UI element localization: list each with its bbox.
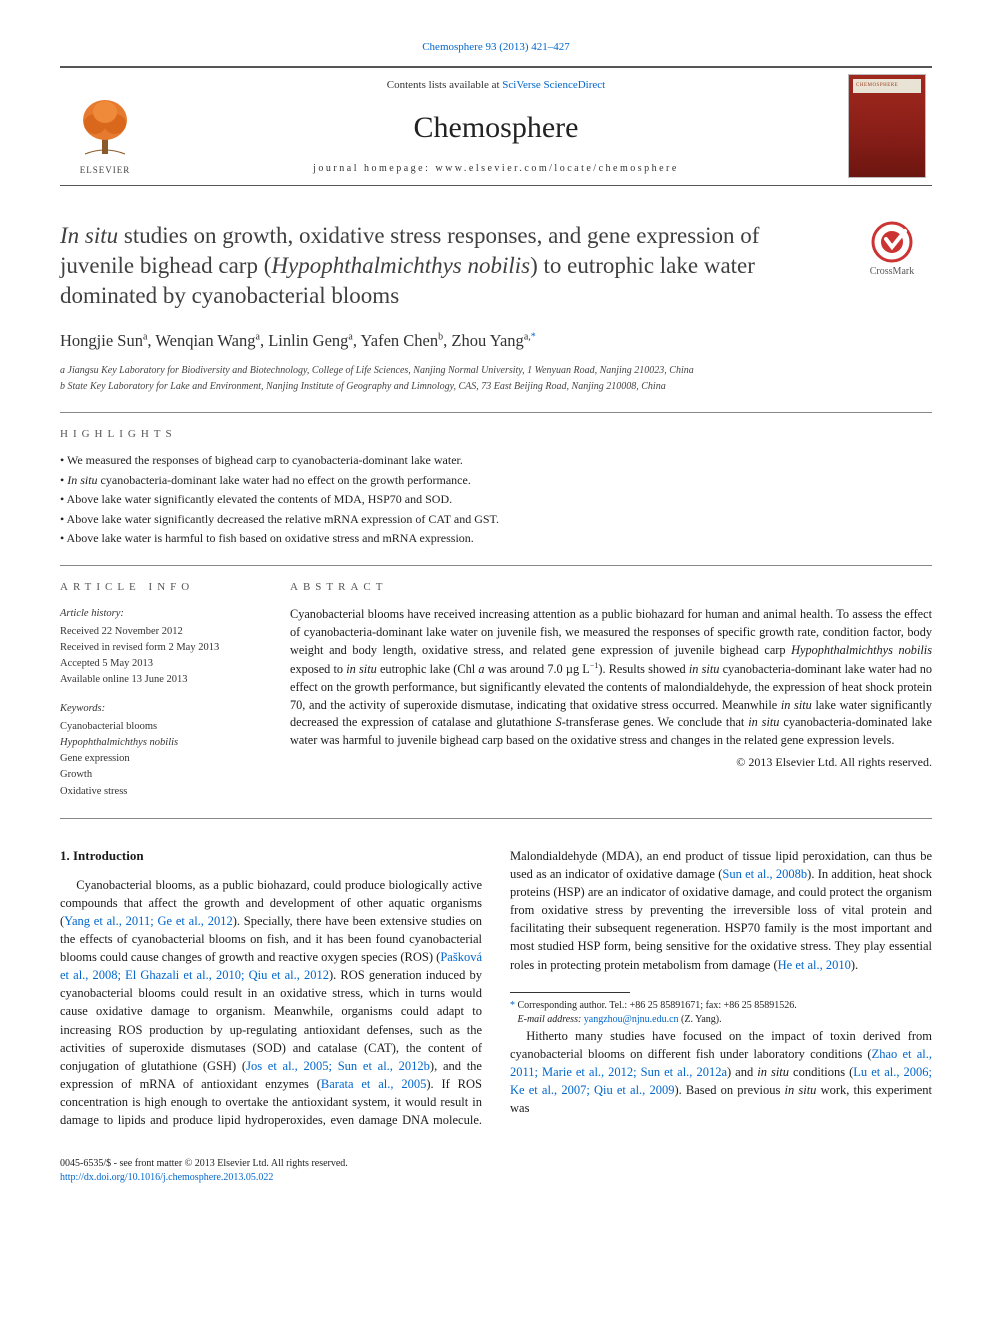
crossmark-badge[interactable]: CrossMark bbox=[852, 221, 932, 280]
intro-paragraph: Hitherto many studies have focused on th… bbox=[510, 1027, 932, 1118]
elsevier-tree-icon bbox=[75, 94, 135, 162]
affiliations: a Jiangsu Key Laboratory for Biodiversit… bbox=[60, 363, 932, 394]
cover-title: CHEMOSPHERE bbox=[853, 79, 921, 93]
journal-cover-thumbnail: CHEMOSPHERE bbox=[842, 68, 932, 185]
highlights-section: HIGHLIGHTS We measured the responses of … bbox=[60, 427, 932, 548]
abstract-copyright: © 2013 Elsevier Ltd. All rights reserved… bbox=[290, 754, 932, 771]
contents-prefix: Contents lists available at bbox=[387, 79, 502, 91]
elsevier-logo: ELSEVIER bbox=[60, 68, 150, 185]
corr-text: Corresponding author. Tel.: +86 25 85891… bbox=[515, 1000, 797, 1011]
keyword: Cyanobacterial blooms bbox=[60, 719, 260, 734]
keyword: Gene expression bbox=[60, 751, 260, 766]
keywords-label: Keywords: bbox=[60, 701, 260, 716]
homepage-url[interactable]: www.elsevier.com/locate/chemosphere bbox=[435, 163, 678, 174]
article-info: ARTICLE INFO Article history: Received 2… bbox=[60, 580, 260, 799]
history-revised: Received in revised form 2 May 2013 bbox=[60, 640, 260, 655]
article-title: In situ studies on growth, oxidative str… bbox=[60, 221, 852, 311]
keyword: Hypophthalmichthys nobilis bbox=[60, 735, 260, 750]
highlight-item: We measured the responses of bighead car… bbox=[60, 452, 932, 469]
rule bbox=[60, 412, 932, 413]
highlight-item: Above lake water significantly elevated … bbox=[60, 491, 932, 508]
sciencedirect-link[interactable]: SciVerse ScienceDirect bbox=[502, 79, 605, 91]
history-received: Received 22 November 2012 bbox=[60, 624, 260, 639]
body-text: 1. Introduction Cyanobacterial blooms, a… bbox=[60, 847, 932, 1130]
abstract-section: ABSTRACT Cyanobacterial blooms have rece… bbox=[290, 580, 932, 799]
affiliation-a: a Jiangsu Key Laboratory for Biodiversit… bbox=[60, 363, 932, 378]
elsevier-wordmark: ELSEVIER bbox=[80, 164, 131, 177]
citation-line: Chemosphere 93 (2013) 421–427 bbox=[60, 40, 932, 56]
footer-matter: 0045-6535/$ - see front matter © 2013 El… bbox=[60, 1157, 932, 1185]
abstract-text: Cyanobacterial blooms have received incr… bbox=[290, 606, 932, 750]
affiliation-b: b State Key Laboratory for Lake and Envi… bbox=[60, 379, 932, 394]
contents-line: Contents lists available at SciVerse Sci… bbox=[150, 78, 842, 94]
email-suffix: (Z. Yang). bbox=[679, 1014, 722, 1025]
history-label: Article history: bbox=[60, 606, 260, 621]
journal-homepage: journal homepage: www.elsevier.com/locat… bbox=[150, 162, 842, 177]
highlight-item: Above lake water is harmful to fish base… bbox=[60, 530, 932, 547]
article-info-label: ARTICLE INFO bbox=[60, 580, 260, 596]
email-label: E-mail address: bbox=[518, 1014, 584, 1025]
abstract-label: ABSTRACT bbox=[290, 580, 932, 596]
highlights-label: HIGHLIGHTS bbox=[60, 427, 932, 443]
highlights-list: We measured the responses of bighead car… bbox=[60, 452, 932, 547]
journal-header: ELSEVIER Contents lists available at Sci… bbox=[60, 66, 932, 186]
homepage-prefix: journal homepage: bbox=[313, 163, 435, 174]
keyword: Oxidative stress bbox=[60, 784, 260, 799]
crossmark-label: CrossMark bbox=[870, 265, 914, 280]
doi-link[interactable]: http://dx.doi.org/10.1016/j.chemosphere.… bbox=[60, 1172, 273, 1183]
history-online: Available online 13 June 2013 bbox=[60, 672, 260, 687]
rule bbox=[60, 818, 932, 819]
corresponding-footnote: * Corresponding author. Tel.: +86 25 858… bbox=[510, 999, 932, 1027]
front-matter-line: 0045-6535/$ - see front matter © 2013 El… bbox=[60, 1157, 932, 1171]
keyword: Growth bbox=[60, 767, 260, 782]
rule bbox=[60, 565, 932, 566]
corr-email-link[interactable]: yangzhou@njnu.edu.cn bbox=[584, 1014, 679, 1025]
footnote-separator bbox=[510, 992, 630, 993]
highlight-item: Above lake water significantly decreased… bbox=[60, 511, 932, 528]
journal-name: Chemosphere bbox=[150, 106, 842, 150]
crossmark-icon bbox=[871, 221, 913, 263]
intro-heading: 1. Introduction bbox=[60, 847, 482, 866]
history-accepted: Accepted 5 May 2013 bbox=[60, 656, 260, 671]
author-list: Hongjie Suna, Wenqian Wanga, Linlin Geng… bbox=[60, 329, 932, 353]
highlight-item: In situ cyanobacteria-dominant lake wate… bbox=[60, 472, 932, 489]
